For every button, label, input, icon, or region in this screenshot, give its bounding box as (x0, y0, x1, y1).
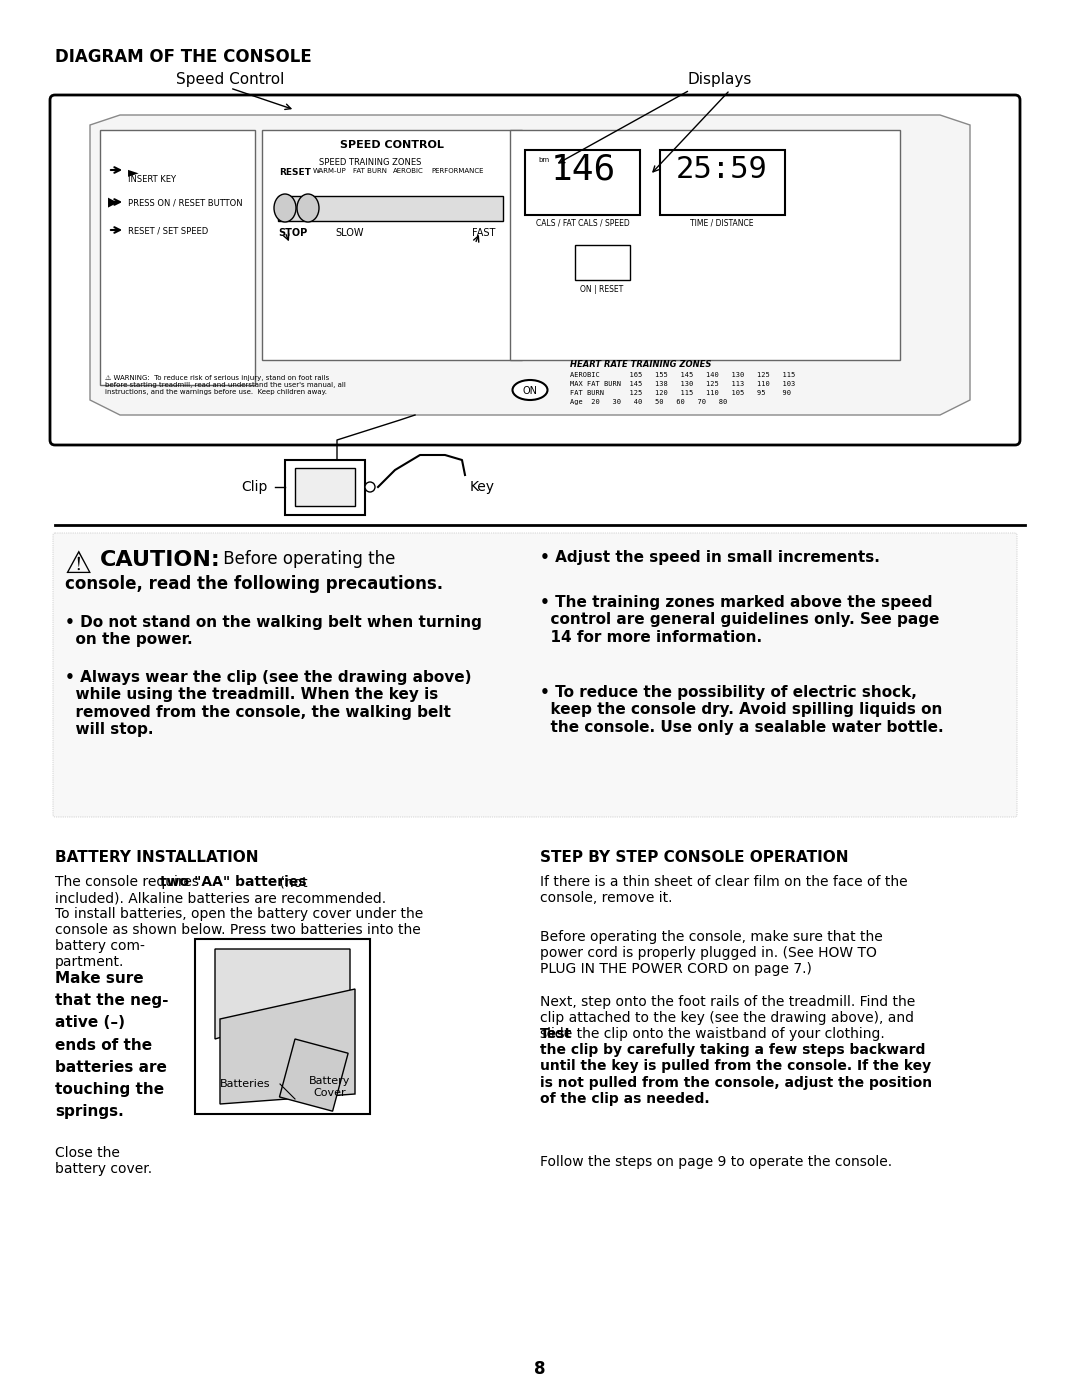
Text: AEROBIC       165   155   145   140   130   125   115: AEROBIC 165 155 145 140 130 125 115 (570, 372, 795, 379)
Bar (278, 196, 503, 221)
Text: ⚠: ⚠ (65, 550, 93, 578)
Text: • Do not stand on the walking belt when turning
  on the power.: • Do not stand on the walking belt when … (65, 615, 482, 647)
Text: If there is a thin sheet of clear film on the face of the
console, remove it.: If there is a thin sheet of clear film o… (540, 875, 907, 905)
Text: Make sure
that the neg-
ative (–)
ends of the
batteries are
touching the
springs: Make sure that the neg- ative (–) ends o… (55, 971, 168, 1119)
Text: Clip: Clip (242, 481, 268, 495)
FancyBboxPatch shape (53, 534, 1017, 817)
Text: Battery
Cover: Battery Cover (309, 1076, 351, 1098)
Text: 146: 146 (551, 154, 616, 187)
Text: 8: 8 (535, 1361, 545, 1377)
Text: PRESS ON / RESET BUTTON: PRESS ON / RESET BUTTON (129, 198, 243, 207)
Bar (510, 130, 900, 360)
Text: FAT BURN      125   120   115   110   105   95    90: FAT BURN 125 120 115 110 105 95 90 (570, 390, 791, 395)
Text: included). Alkaline batteries are recommended.: included). Alkaline batteries are recomm… (55, 891, 387, 905)
Bar (262, 130, 522, 360)
Text: HEART RATE TRAINING ZONES: HEART RATE TRAINING ZONES (570, 360, 712, 369)
Text: 25:59: 25:59 (676, 155, 768, 184)
Text: ▶: ▶ (108, 196, 118, 208)
Bar (285, 460, 365, 515)
Text: FAT BURN: FAT BURN (353, 168, 387, 175)
Text: ON | RESET: ON | RESET (580, 285, 623, 293)
Text: CALS / FAT CALS / SPEED: CALS / FAT CALS / SPEED (536, 218, 630, 226)
Text: ⚠ WARNING:  To reduce risk of serious injury, stand on foot rails
before startin: ⚠ WARNING: To reduce risk of serious inj… (105, 374, 346, 395)
Text: • Adjust the speed in small increments.: • Adjust the speed in small increments. (540, 550, 880, 564)
Text: FAST: FAST (472, 228, 495, 237)
Polygon shape (90, 115, 970, 415)
Text: ON: ON (523, 386, 538, 395)
Bar (660, 149, 785, 215)
Text: To install batteries, open the battery cover under the: To install batteries, open the battery c… (55, 907, 423, 921)
Bar (295, 468, 355, 506)
Bar (100, 130, 255, 386)
Bar (525, 149, 640, 215)
Text: ◀: ◀ (108, 196, 118, 210)
Text: WARM-UP: WARM-UP (313, 168, 347, 175)
Text: RESET / SET SPEED: RESET / SET SPEED (129, 226, 208, 235)
Text: ►: ► (129, 165, 138, 179)
Polygon shape (220, 989, 355, 1104)
Bar (280, 1039, 348, 1111)
FancyBboxPatch shape (50, 95, 1020, 446)
Text: DIAGRAM OF THE CONSOLE: DIAGRAM OF THE CONSOLE (55, 47, 312, 66)
Ellipse shape (513, 380, 548, 400)
Text: Before operating the: Before operating the (218, 550, 395, 569)
Text: bm: bm (538, 156, 549, 163)
Text: Before operating the console, make sure that the
power cord is properly plugged : Before operating the console, make sure … (540, 930, 882, 977)
Ellipse shape (274, 194, 296, 222)
Text: SLOW: SLOW (336, 228, 364, 237)
Text: Displays: Displays (688, 73, 752, 87)
Text: SPEED TRAINING ZONES: SPEED TRAINING ZONES (319, 158, 421, 168)
Text: two "AA" batteries: two "AA" batteries (160, 875, 307, 888)
Text: The console requires: The console requires (55, 875, 203, 888)
Text: MAX FAT BURN  145   138   130   125   113   110   103: MAX FAT BURN 145 138 130 125 113 110 103 (570, 381, 795, 387)
Text: Close the
battery cover.: Close the battery cover. (55, 1146, 152, 1176)
Ellipse shape (365, 482, 375, 492)
Text: STOP: STOP (278, 228, 307, 237)
Text: PERFORMANCE: PERFORMANCE (432, 168, 484, 175)
Ellipse shape (297, 194, 319, 222)
Bar (575, 244, 630, 279)
Text: SPEED CONTROL: SPEED CONTROL (340, 140, 444, 149)
Text: partment.: partment. (55, 956, 124, 970)
Text: Age  20   30   40   50   60   70   80: Age 20 30 40 50 60 70 80 (570, 400, 727, 405)
Text: STEP BY STEP CONSOLE OPERATION: STEP BY STEP CONSOLE OPERATION (540, 849, 849, 865)
Text: (not: (not (275, 875, 308, 888)
Polygon shape (215, 949, 350, 1039)
Text: TIME / DISTANCE: TIME / DISTANCE (690, 218, 754, 226)
Text: Key: Key (470, 481, 495, 495)
Text: console as shown below. Press two batteries into the: console as shown below. Press two batter… (55, 923, 421, 937)
Text: Speed Control: Speed Control (176, 73, 284, 87)
Text: • To reduce the possibility of electric shock,
  keep the console dry. Avoid spi: • To reduce the possibility of electric … (540, 685, 944, 735)
Text: Follow the steps on page 9 to operate the console.: Follow the steps on page 9 to operate th… (540, 1155, 892, 1169)
Text: Test
the clip by carefully taking a few steps backward
until the key is pulled f: Test the clip by carefully taking a few … (540, 1027, 932, 1106)
Text: RESET: RESET (279, 168, 311, 177)
Text: Next, step onto the foot rails of the treadmill. Find the
clip attached to the k: Next, step onto the foot rails of the tr… (540, 995, 915, 1041)
Text: battery com-: battery com- (55, 939, 145, 953)
Text: BATTERY INSTALLATION: BATTERY INSTALLATION (55, 849, 258, 865)
Text: Batteries: Batteries (220, 1078, 270, 1090)
Text: CAUTION:: CAUTION: (100, 550, 220, 570)
Text: • The training zones marked above the speed
  control are general guidelines onl: • The training zones marked above the sp… (540, 595, 940, 645)
Text: console, read the following precautions.: console, read the following precautions. (65, 576, 443, 592)
Text: INSERT KEY: INSERT KEY (129, 175, 176, 184)
Text: • Always wear the clip (see the drawing above)
  while using the treadmill. When: • Always wear the clip (see the drawing … (65, 671, 472, 738)
Text: AEROBIC: AEROBIC (393, 168, 423, 175)
Bar (195, 939, 370, 1113)
